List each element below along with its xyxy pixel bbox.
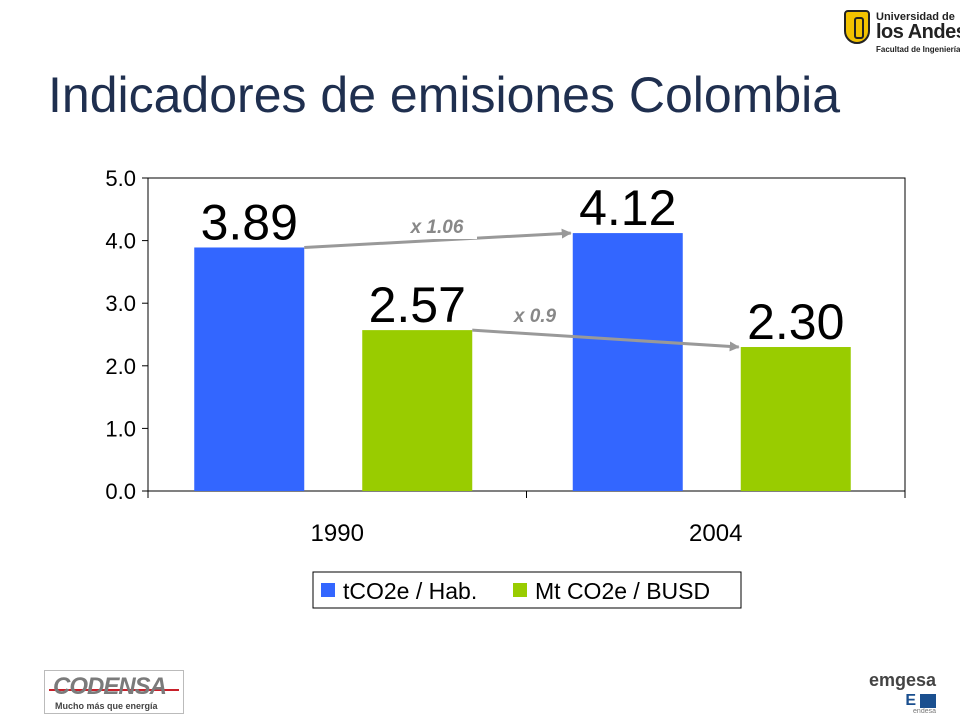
logo-ua-line3: Facultad de Ingeniería bbox=[876, 45, 960, 54]
emgesa-square-icon bbox=[920, 694, 936, 708]
codensa-logo-line bbox=[49, 689, 179, 691]
x-category-label: 2004 bbox=[689, 520, 742, 547]
legend-swatch bbox=[513, 583, 527, 597]
growth-annotation: x 0.9 bbox=[513, 306, 557, 327]
slide-title: Indicadores de emisiones Colombia bbox=[48, 67, 841, 123]
y-tick-label: 2.0 bbox=[105, 354, 136, 379]
legend-swatch bbox=[321, 583, 335, 597]
data-label: 4.12 bbox=[579, 180, 676, 236]
codensa-logo: CODENSA Mucho más que energía bbox=[44, 670, 184, 714]
y-tick-label: 1.0 bbox=[105, 416, 136, 441]
emgesa-logo-sub: endesa bbox=[913, 708, 936, 715]
x-category-label: 1990 bbox=[311, 520, 364, 547]
logo-ua-line2: los Andes bbox=[876, 21, 960, 43]
data-label: 3.89 bbox=[201, 194, 298, 250]
annotation-bg bbox=[498, 304, 572, 328]
logo-ua-line1: Universidad de bbox=[876, 11, 955, 23]
growth-annotation: x 1.06 bbox=[410, 217, 464, 238]
bar-tco2e-hab- bbox=[572, 233, 683, 491]
y-tick-label: 4.0 bbox=[105, 229, 136, 254]
bar-tco2e-hab- bbox=[194, 247, 305, 491]
emgesa-logo-mark: E bbox=[905, 692, 916, 709]
legend-label: tCO2e / Hab. bbox=[343, 578, 477, 604]
annotation-bg bbox=[397, 215, 477, 239]
legend-label: Mt CO2e / BUSD bbox=[535, 578, 710, 604]
codensa-logo-name: CODENSA bbox=[53, 673, 167, 700]
growth-arrow bbox=[304, 228, 572, 249]
university-seal-icon bbox=[844, 10, 870, 44]
growth-arrow bbox=[472, 328, 740, 352]
y-tick-label: 3.0 bbox=[105, 291, 136, 316]
emgesa-logo: emgesa E endesa bbox=[846, 670, 942, 716]
y-tick-label: 0.0 bbox=[105, 479, 136, 504]
data-label: 2.57 bbox=[369, 277, 466, 333]
bar-mt-co2e-busd bbox=[362, 330, 473, 491]
universidad-de-los-andes-logo: Universidad de los Andes Facultad de Ing… bbox=[840, 6, 960, 64]
data-label: 2.30 bbox=[747, 294, 844, 350]
emgesa-logo-name: emgesa bbox=[868, 670, 936, 690]
codensa-logo-tagline: Mucho más que energía bbox=[55, 701, 158, 711]
y-tick-label: 5.0 bbox=[105, 166, 136, 191]
bar-mt-co2e-busd bbox=[740, 347, 851, 491]
